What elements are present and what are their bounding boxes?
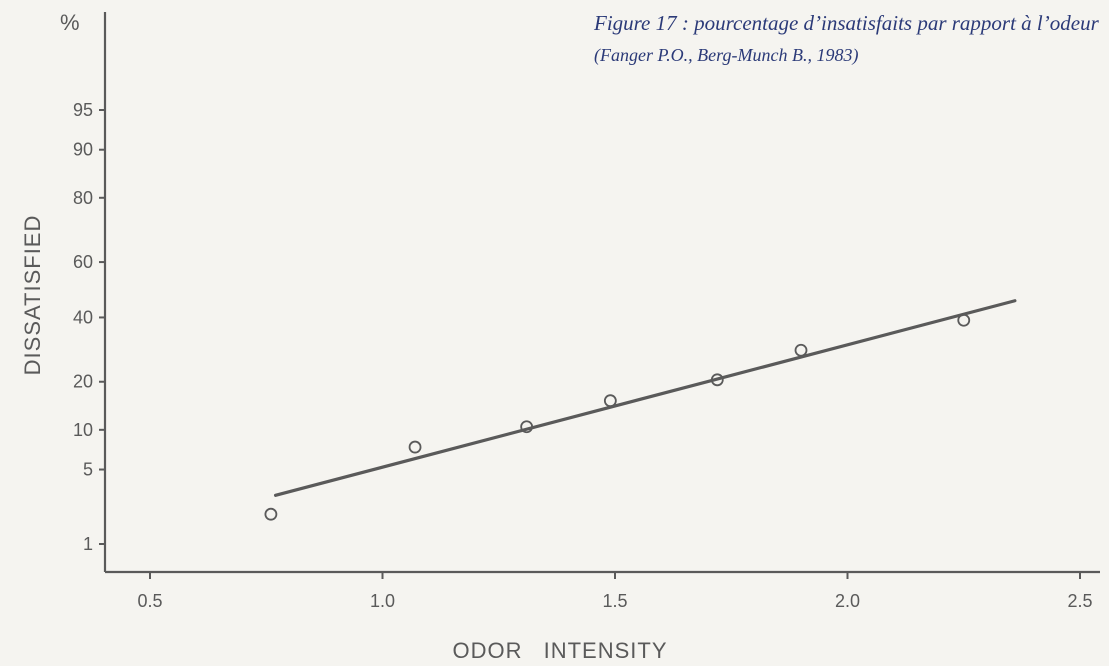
x-tick-label: 0.5 [137,591,162,611]
y-tick-label: 10 [73,420,93,440]
y-tick-label: 80 [73,188,93,208]
y-unit-label: % [60,10,81,35]
data-point [957,313,971,327]
data-point [408,440,422,454]
x-tick-label: 2.5 [1067,591,1092,611]
data-point [710,373,724,387]
x-tick-label: 2.0 [835,591,860,611]
x-tick-label: 1.5 [602,591,627,611]
y-tick-label: 90 [73,140,93,160]
figure-caption: Figure 17 : pourcentage d’insatisfaits p… [594,8,1104,71]
data-point [603,394,617,408]
fit-line [273,299,1017,497]
x-tick-label: 1.0 [370,591,395,611]
y-tick-label: 60 [73,252,93,272]
axes: 1 5 10 20 40 60 80 90 95 0.5 1.0 1.5 2.0 2.5 [73,12,1100,611]
y-tick-label: 40 [73,307,93,327]
data-point [520,420,534,434]
data-point [794,343,808,357]
caption-source: (Fanger P.O., Berg-Munch B., 1983) [594,45,859,65]
y-tick-label: 1 [83,534,93,554]
x-axis-title: ODOR INTENSITY [452,638,667,663]
y-axis-title: DISSATISFIED [20,215,45,376]
caption-text: Figure 17 : pourcentage d’insatisfaits p… [594,11,1099,35]
chart-marks [264,299,1017,521]
y-tick-label: 95 [73,100,93,120]
data-point [264,507,278,521]
y-tick-label: 5 [83,460,93,480]
y-tick-label: 20 [73,372,93,392]
